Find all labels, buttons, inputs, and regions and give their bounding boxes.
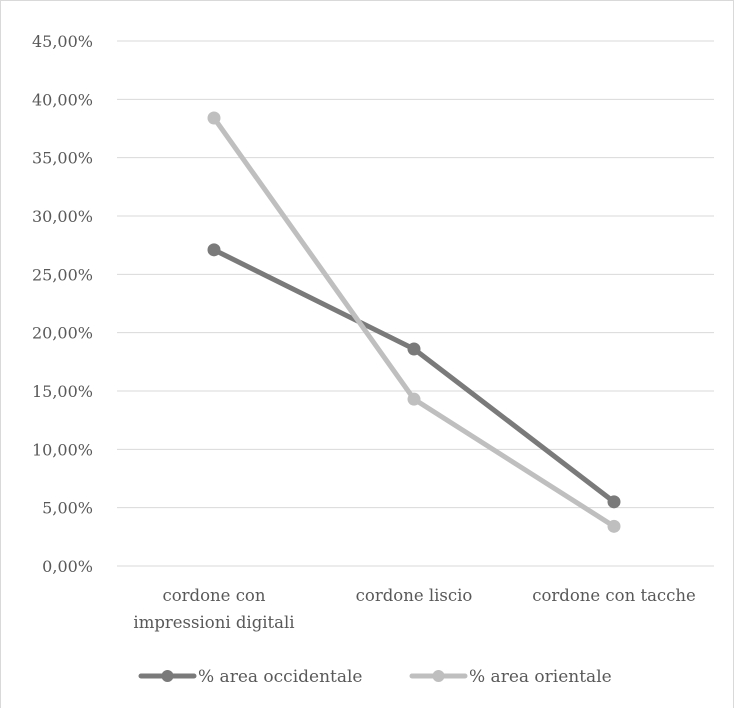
y-tick-label: 15,00% [32,382,93,401]
x-category-label: cordone con impressioni digitali [133,586,294,632]
legend-marker [161,670,174,682]
y-tick-label: 40,00% [32,90,93,109]
legend-item: % area occidentale [138,667,363,687]
x-category-label-line: cordone con [163,586,266,605]
data-point [407,392,421,406]
x-axis-categories: cordone con impressioni digitali cordone l… [133,586,695,632]
x-category-label: cordone con tacche [532,586,696,605]
data-point [407,342,421,356]
series-1 [207,243,621,509]
legend-marker [432,670,445,682]
y-tick-label: 10,00% [32,440,93,459]
legend: % area occidentale % area orientale [138,667,612,687]
legend-label: % area orientale [469,667,612,687]
legend-label: % area occidentale [198,667,363,687]
x-category-label-line: impressioni digitali [133,613,294,632]
x-category-label-line: cordone con tacche [532,586,696,605]
gridlines [117,40,714,567]
legend-item: % area orientale [409,667,612,687]
y-tick-label: 20,00% [32,324,93,343]
data-point [607,495,621,509]
x-category-label-line: cordone liscio [356,586,473,605]
y-tick-label: 45,00% [32,32,93,51]
y-tick-label: 30,00% [32,207,93,226]
y-axis-ticks: 0,00% 5,00% 10,00% 15,00% 20,00% 25,00% 30,00%… [32,32,93,576]
y-tick-label: 25,00% [32,265,93,284]
y-tick-label: 5,00% [42,499,93,518]
series-lines [207,111,621,533]
data-point [607,519,621,533]
x-category-label: cordone liscio [356,586,473,605]
data-point [207,111,221,125]
y-tick-label: 35,00% [32,149,93,168]
series-line [211,115,617,529]
series-2 [207,111,621,533]
series-line [211,247,617,505]
data-point [207,243,221,257]
y-tick-label: 0,00% [42,557,93,576]
